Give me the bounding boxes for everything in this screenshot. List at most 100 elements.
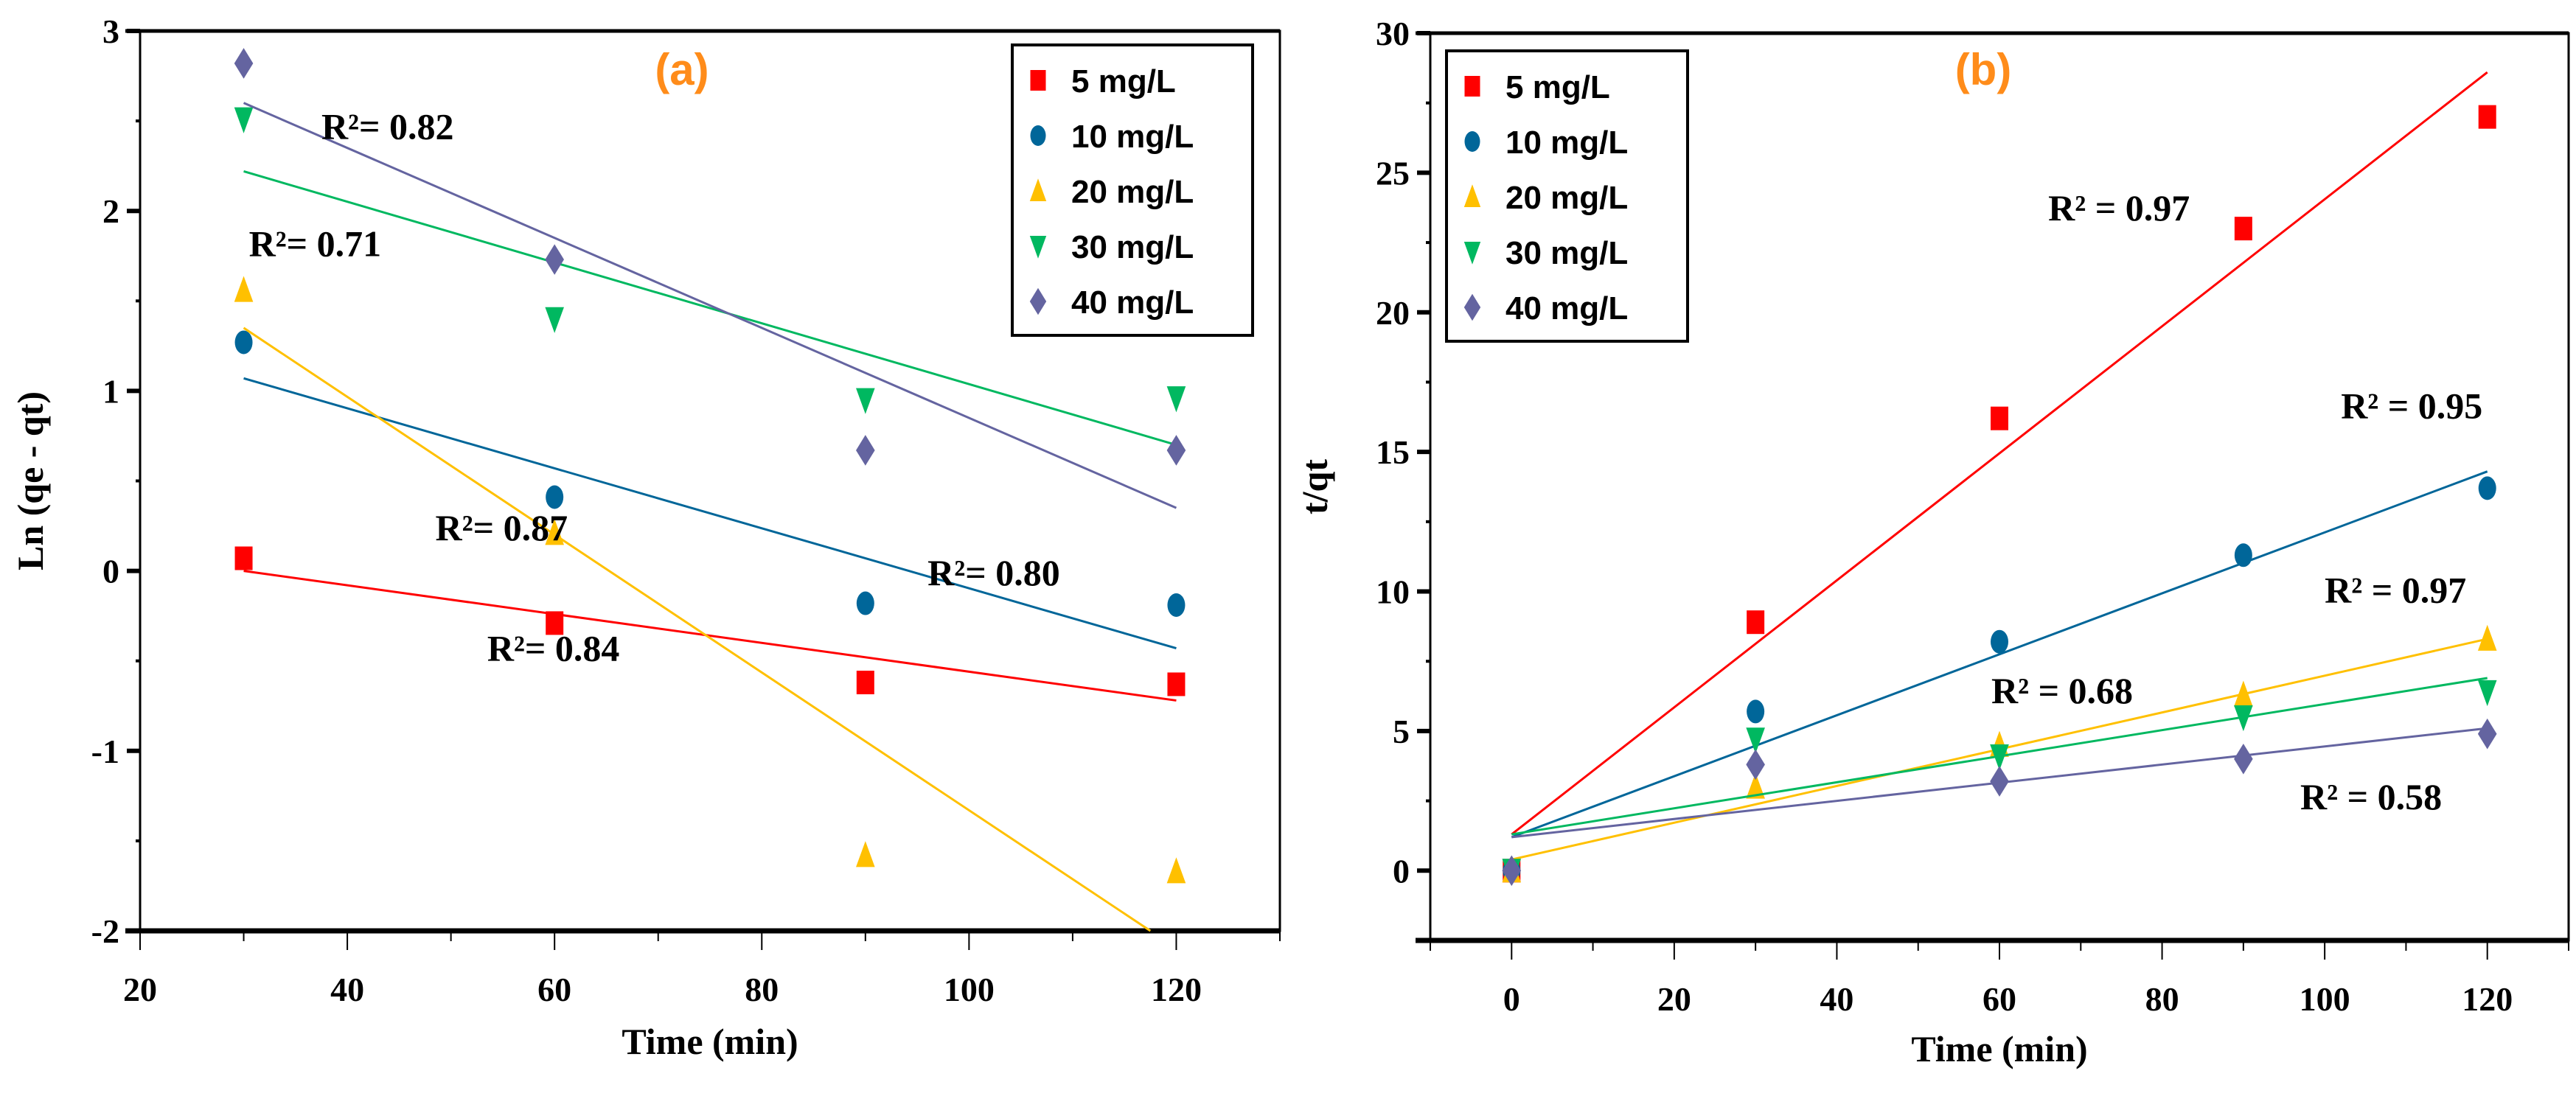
- data-point: [545, 244, 564, 275]
- r-squared-label: R²= 0.84: [487, 628, 620, 669]
- data-point: [1502, 855, 1522, 887]
- data-point: [1166, 857, 1186, 884]
- y-tick-label: 10: [1376, 573, 1410, 611]
- r-squared-label: R²= 0.80: [927, 552, 1060, 593]
- r-squared-label: R²= 0.71: [249, 223, 382, 264]
- y-tick-label: -2: [91, 912, 119, 950]
- y-tick-label: 0: [1393, 852, 1410, 890]
- legend-marker: [1463, 242, 1481, 265]
- legend-box: [1445, 49, 1689, 343]
- r-squared-label: R²= 0.87: [436, 507, 568, 548]
- legend-marker: [1029, 287, 1047, 315]
- legend-entry: 30 mg/L: [1505, 235, 1628, 271]
- panel-label: (b): [1955, 45, 2012, 94]
- fit-line: [243, 377, 1177, 650]
- x-tick-label: 0: [1503, 980, 1520, 1018]
- panel-b: 0 20 40 60 80 100 120 0 5 10 15 20 25 30 Time (min) t/q…: [1294, 15, 2570, 1069]
- x-tick-label: 80: [745, 971, 779, 1008]
- data-point: [1990, 744, 2009, 771]
- fit-line: [1511, 470, 2488, 839]
- legend-marker: [1463, 293, 1481, 321]
- data-point: [2234, 744, 2253, 775]
- r-squared-label: R² = 0.68: [1991, 670, 2133, 711]
- data-point: [1746, 749, 1765, 781]
- y-axis-title: t/qt: [1294, 459, 1335, 514]
- y-tick-label: 30: [1376, 15, 1410, 52]
- data-point: [1167, 672, 1186, 696]
- data-point: [2234, 705, 2253, 732]
- data-point: [856, 591, 874, 615]
- data-point: [1746, 727, 1765, 754]
- fit-line: [243, 570, 1177, 702]
- data-point: [856, 841, 875, 867]
- legend-marker: [1030, 70, 1046, 91]
- y-tick-label: 25: [1376, 154, 1410, 192]
- fit-line: [243, 170, 1177, 447]
- y-tick-label: 15: [1376, 433, 1410, 471]
- data-point: [1166, 386, 1186, 413]
- series-30-mg-L: [234, 107, 1186, 447]
- legend: 5 mg/L 10 mg/L 20 mg/L 30 mg/L 40 mg/L: [1011, 43, 1254, 337]
- data-point: [1747, 610, 1765, 635]
- y-tick-label: 5: [1393, 713, 1410, 750]
- panel-label: (a): [655, 45, 709, 94]
- r-squared-label: R²= 0.82: [321, 106, 454, 147]
- legend-entry: 20 mg/L: [1505, 180, 1628, 216]
- data-point: [2234, 680, 2253, 707]
- data-point: [234, 330, 253, 355]
- data-point: [1991, 406, 2008, 430]
- data-point: [234, 546, 253, 570]
- legend-marker: [1029, 178, 1047, 201]
- x-tick-label: 100: [2300, 980, 2350, 1018]
- data-point: [2477, 680, 2497, 707]
- y-tick-label: 3: [102, 13, 119, 50]
- data-point: [1991, 629, 2008, 654]
- legend-entry: 40 mg/L: [1071, 284, 1194, 321]
- x-tick-label: 40: [1820, 980, 1853, 1018]
- x-tick-label: 20: [123, 971, 157, 1008]
- legend: 5 mg/L 10 mg/L 20 mg/L 30 mg/L 40 mg/L: [1445, 49, 1689, 343]
- fit-line: [243, 102, 1177, 509]
- data-point: [856, 388, 875, 414]
- data-point: [546, 485, 564, 509]
- legend-marker: [1463, 184, 1481, 207]
- x-tick-label: 120: [1151, 971, 1202, 1008]
- r-squared-label: R² = 0.58: [2300, 776, 2442, 817]
- legend-marker: [1464, 76, 1480, 97]
- data-point: [2234, 543, 2252, 568]
- data-point: [234, 107, 254, 133]
- panel-a: 20 40 60 80 100 120 -2 -1 0 1 2 3 Time (min) Ln (qe -…: [10, 13, 1281, 1062]
- x-tick-label: 120: [2462, 980, 2513, 1018]
- y-tick-label: 2: [102, 192, 119, 230]
- r-squared-label: R² = 0.97: [2048, 187, 2190, 228]
- x-tick-label: 60: [1983, 980, 2016, 1018]
- y-tick-label: 20: [1376, 294, 1410, 332]
- data-point: [546, 611, 564, 635]
- x-axis-title: Time (min): [1911, 1028, 2087, 1069]
- data-point: [234, 48, 254, 79]
- legend-entry: 10 mg/L: [1505, 125, 1628, 161]
- data-point: [1747, 699, 1765, 724]
- legend-marker: [1464, 131, 1480, 152]
- legend-entry: 5 mg/L: [1071, 63, 1176, 99]
- x-tick-label: 60: [537, 971, 571, 1008]
- data-point: [2478, 476, 2496, 500]
- fit-line: [243, 326, 1152, 932]
- data-point: [545, 519, 564, 545]
- series-10-mg-L: [234, 330, 1186, 650]
- y-tick-label: 1: [102, 372, 119, 410]
- series-30-mg-L: [1502, 677, 2497, 885]
- y-tick-label: 0: [102, 553, 119, 590]
- legend-marker: [1029, 236, 1047, 259]
- legend-entry: 10 mg/L: [1071, 119, 1194, 155]
- legend-entry: 5 mg/L: [1505, 69, 1610, 105]
- data-point: [1166, 435, 1186, 466]
- series-5-mg-L: [234, 546, 1186, 702]
- data-point: [2234, 217, 2252, 241]
- data-point: [856, 435, 875, 466]
- data-point: [856, 671, 874, 695]
- data-point: [1746, 772, 1765, 799]
- r-squared-label: R² = 0.97: [2325, 570, 2466, 611]
- x-axis-title: Time (min): [622, 1021, 798, 1062]
